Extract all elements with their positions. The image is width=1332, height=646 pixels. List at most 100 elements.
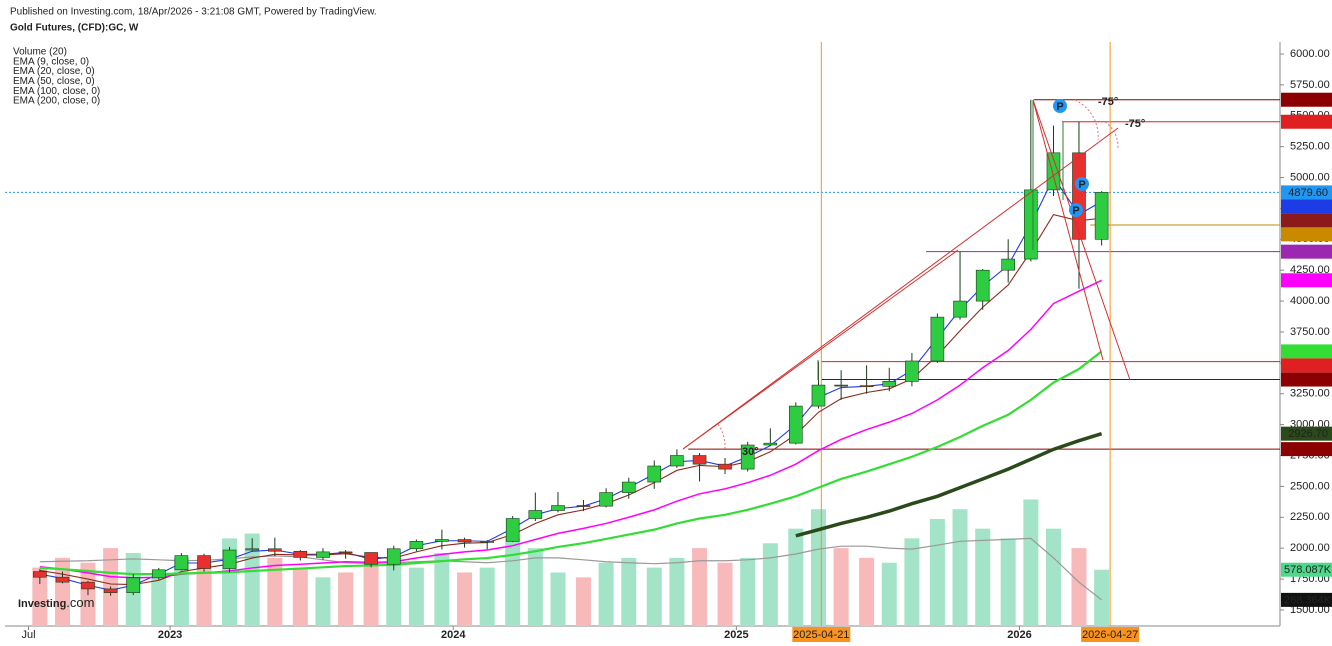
y-tick-label: 2250.00 bbox=[1290, 511, 1330, 523]
candle-body bbox=[197, 555, 211, 569]
volume-ma-line bbox=[39, 537, 1102, 601]
watermark-domain: .com bbox=[66, 595, 94, 610]
price-label-box bbox=[1281, 114, 1332, 129]
volume-bar bbox=[904, 538, 920, 626]
volume-bar bbox=[292, 567, 308, 626]
legend-entry: EMA (20, close, 0) bbox=[13, 66, 95, 77]
candle-body bbox=[480, 541, 494, 543]
volume-bar bbox=[1000, 538, 1016, 626]
candle-body bbox=[670, 455, 684, 467]
legend-entry: Volume (20) bbox=[13, 47, 67, 58]
volume-bar bbox=[363, 562, 379, 626]
volume-bar bbox=[434, 553, 450, 626]
watermark-main: Investing bbox=[18, 598, 66, 610]
volume-bar bbox=[692, 548, 708, 626]
candle-body bbox=[647, 465, 662, 483]
x-tick-label: 2023 bbox=[158, 629, 182, 641]
candle-body bbox=[859, 385, 874, 388]
trend-line bbox=[682, 249, 959, 450]
price-label: 4879.60 bbox=[1288, 187, 1328, 199]
volume-bar bbox=[717, 562, 733, 626]
angle-label: -75° bbox=[1098, 96, 1118, 108]
volume-bar bbox=[1045, 528, 1061, 626]
angle-arc bbox=[1104, 121, 1119, 149]
volume-bar bbox=[1094, 569, 1110, 626]
legend-entry: EMA (100, close, 0) bbox=[13, 86, 100, 97]
legend-entry: EMA (50, close, 0) bbox=[13, 76, 95, 87]
angle-arc bbox=[1074, 99, 1099, 141]
candle-body bbox=[953, 300, 967, 318]
volume-label-box bbox=[1281, 592, 1332, 607]
trend-line bbox=[682, 127, 1119, 450]
date-marker-box bbox=[1081, 627, 1140, 642]
volume-bar bbox=[1071, 548, 1087, 626]
candle-body bbox=[505, 518, 520, 542]
volume-bar bbox=[457, 572, 473, 626]
y-tick-label: 3250.00 bbox=[1290, 388, 1330, 400]
pivot-label: P bbox=[1078, 179, 1085, 191]
y-tick-label: 3750.00 bbox=[1290, 326, 1330, 338]
candle-body bbox=[811, 384, 826, 407]
volume-bar bbox=[669, 557, 685, 626]
ema-line bbox=[39, 176, 1102, 591]
price-label-box bbox=[1281, 227, 1332, 242]
volume-bar bbox=[621, 557, 637, 626]
pivot-marker bbox=[1069, 203, 1083, 217]
volume-bar bbox=[788, 528, 804, 626]
volume-bar bbox=[952, 509, 968, 626]
ema-line bbox=[39, 213, 1102, 586]
price-label-box bbox=[1281, 358, 1332, 373]
y-tick-label: 2500.00 bbox=[1290, 480, 1330, 492]
candle-body bbox=[409, 541, 424, 550]
price-label: 2926.70 bbox=[1288, 428, 1328, 440]
price-label-box bbox=[1281, 199, 1332, 214]
volume-bar bbox=[151, 577, 167, 626]
x-tick-label: Jul bbox=[21, 629, 35, 641]
price-label-box bbox=[1281, 244, 1332, 259]
pivot-marker bbox=[1053, 99, 1067, 113]
candle-body bbox=[174, 555, 189, 571]
y-tick-label: 4250.00 bbox=[1290, 264, 1330, 276]
candle-body bbox=[293, 550, 308, 558]
candle-body bbox=[33, 571, 47, 578]
candle-body bbox=[126, 577, 141, 593]
candle-body bbox=[222, 549, 237, 569]
candle-body bbox=[930, 316, 945, 362]
price-label-box bbox=[1281, 426, 1332, 441]
volume-bar bbox=[386, 557, 402, 626]
angle-label: -75° bbox=[1125, 118, 1145, 130]
trend-line bbox=[1032, 99, 1131, 381]
date-marker-box bbox=[792, 627, 851, 642]
volume-bar bbox=[740, 557, 756, 626]
volume-bar bbox=[881, 562, 897, 626]
published-note: Published on Investing.com, 18/Apr/2026 … bbox=[10, 7, 377, 18]
y-tick-label: 2000.00 bbox=[1290, 542, 1330, 554]
ema-line bbox=[39, 350, 1103, 576]
y-tick-label: 5750.00 bbox=[1290, 79, 1330, 91]
y-tick-label: 6000.00 bbox=[1290, 48, 1330, 60]
volume-bar bbox=[315, 577, 331, 626]
candle-body bbox=[1024, 189, 1038, 260]
candle-body bbox=[55, 576, 70, 583]
y-tick-label: 5250.00 bbox=[1290, 141, 1330, 153]
volume-bar bbox=[975, 528, 991, 626]
price-label-box bbox=[1281, 213, 1332, 228]
pivot-label: P bbox=[1072, 205, 1079, 217]
volume-bar bbox=[527, 548, 543, 626]
legend-entry: EMA (200, close, 0) bbox=[13, 96, 100, 107]
candle-body bbox=[718, 463, 732, 470]
candle-body bbox=[457, 539, 472, 543]
candle-body bbox=[763, 442, 778, 446]
volume-label: 578.087K bbox=[1284, 564, 1332, 576]
pivot-marker bbox=[1075, 177, 1089, 191]
price-label-box bbox=[1281, 372, 1332, 387]
candle-body bbox=[316, 551, 330, 558]
candle-body bbox=[1072, 152, 1086, 240]
price-label-box bbox=[1281, 92, 1332, 107]
candle-body bbox=[905, 360, 919, 382]
volume-label-box bbox=[1281, 562, 1332, 577]
candle-body bbox=[151, 569, 166, 579]
candle-body bbox=[692, 455, 707, 465]
candle-body bbox=[882, 381, 897, 387]
